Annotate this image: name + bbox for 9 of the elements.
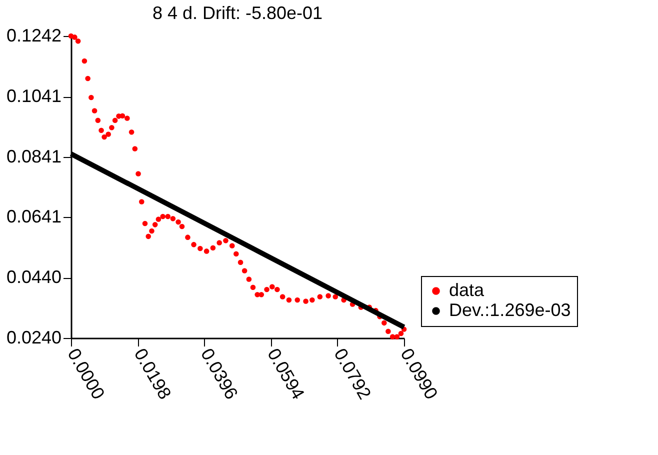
legend-label: data bbox=[449, 280, 486, 300]
y-tick-label: 0.0841 bbox=[6, 146, 62, 166]
y-tick-label: 0.0240 bbox=[6, 328, 62, 348]
y-tick-label: 0.1242 bbox=[6, 26, 62, 46]
chart-title: 8 4 d. Drift: -5.80e-01 bbox=[152, 3, 323, 23]
legend-label: Dev.:1.269e-03 bbox=[449, 300, 571, 320]
y-tick-label: 0.0641 bbox=[6, 206, 62, 227]
y-tick-label: 0.1041 bbox=[6, 86, 62, 106]
y-tick-label: 0.0440 bbox=[6, 267, 62, 288]
